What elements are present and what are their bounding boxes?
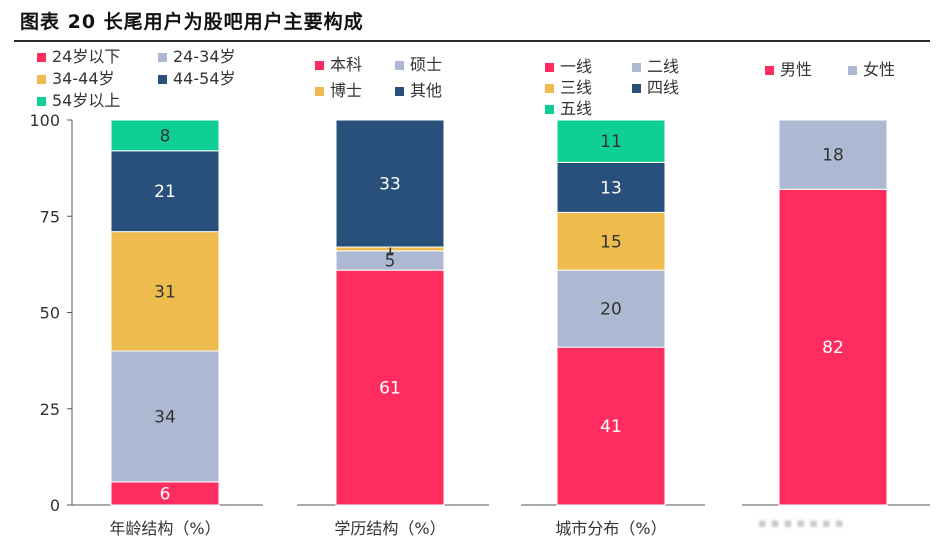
bar-value-label: 5: [385, 252, 396, 272]
bar-value-label: 1: [385, 239, 396, 259]
bar-value-label: 20: [600, 300, 622, 320]
bar-value-label: 6: [160, 484, 171, 504]
legend-item: 24岁以下: [37, 46, 120, 68]
legend-item: 五线: [545, 98, 592, 120]
bar-value-label: 61: [379, 379, 401, 399]
bar-segment: [335, 119, 445, 248]
legend-label: 男性: [780, 60, 813, 79]
bar-value-label: 82: [822, 338, 844, 358]
legend-label: 24岁以下: [52, 47, 121, 66]
watermark: ▪▪▪▪▪▪▪: [758, 516, 848, 531]
legend-label: 硕士: [410, 55, 443, 74]
legend-item: 54岁以上: [37, 90, 120, 112]
title-divider: [14, 40, 930, 42]
legend-swatch: [158, 74, 167, 84]
bar-segment: [778, 119, 888, 190]
legend-item: 女性: [848, 59, 895, 81]
legend-swatch: [632, 62, 641, 72]
legend-label: 二线: [647, 57, 680, 76]
bar-value-label: 33: [379, 175, 401, 195]
bar-segment: [778, 188, 888, 506]
legend-swatch: [315, 86, 324, 96]
x-category-label: 学历结构（%）: [334, 519, 445, 538]
bar-value-label: 21: [154, 182, 176, 202]
x-category-label: 城市分布（%）: [555, 519, 666, 538]
bar-value-label: 31: [154, 282, 176, 302]
bar-segment: [110, 231, 220, 352]
bar-value-label: 18: [822, 146, 844, 166]
legend-item: 硕士: [395, 54, 442, 76]
legend-swatch: [632, 83, 641, 93]
bar-segment: [556, 211, 666, 271]
legend-swatch: [37, 74, 46, 84]
legend-swatch: [848, 65, 857, 75]
legend-item: 三线: [545, 77, 592, 99]
x-category-label: 年龄结构（%）: [109, 519, 220, 538]
y-tick-label: 100: [29, 111, 60, 130]
bar-value-label: 11: [600, 132, 622, 152]
bar-value-label: 13: [600, 178, 622, 198]
legend-swatch: [545, 83, 554, 93]
legend-swatch: [37, 96, 46, 106]
bar-segment: [110, 119, 220, 152]
legend-swatch: [765, 65, 774, 75]
legend-label: 34-44岁: [52, 69, 115, 88]
bar-value-label: 8: [160, 126, 171, 146]
legend-item: 男性: [765, 59, 812, 81]
legend-item: 34-44岁: [37, 68, 115, 90]
legend-item: 四线: [632, 77, 679, 99]
legend-label: 24-34岁: [173, 47, 236, 66]
y-tick-label: 75: [40, 207, 60, 226]
legend-label: 四线: [647, 78, 680, 97]
legend-item: 24-34岁: [158, 46, 236, 68]
legend-item: 一线: [545, 56, 592, 78]
legend-item: 44-54岁: [158, 68, 236, 90]
legend-item: 二线: [632, 56, 679, 78]
y-tick-label: 50: [40, 304, 60, 323]
legend-label: 五线: [560, 99, 593, 118]
bar-value-label: 41: [600, 417, 622, 437]
legend-label: 其他: [410, 81, 443, 100]
bar-segment: [556, 119, 666, 163]
legend-label: 一线: [560, 57, 593, 76]
bar-segment: [556, 269, 666, 348]
bar-segment: [110, 350, 220, 483]
bar-value-label: 15: [600, 232, 622, 252]
legend-label: 54岁以上: [52, 91, 121, 110]
legend-label: 本科: [330, 55, 363, 74]
legend-swatch: [545, 62, 554, 72]
page-title: 图表 20 长尾用户为股吧用户主要构成: [20, 11, 364, 33]
legend-swatch: [315, 60, 324, 70]
bar-segment: [335, 269, 445, 506]
legend-label: 44-54岁: [173, 69, 236, 88]
y-tick-label: 25: [40, 400, 60, 419]
legend-swatch: [158, 52, 167, 62]
y-tick-label: 0: [50, 496, 60, 515]
legend-swatch: [395, 86, 404, 96]
legend-swatch: [395, 60, 404, 70]
legend-label: 博士: [330, 81, 363, 100]
bar-segment: [556, 346, 666, 506]
bar-segment: [110, 150, 220, 233]
bar-segment: [556, 161, 666, 213]
legend-item: 其他: [395, 80, 442, 102]
legend-swatch: [545, 104, 554, 114]
legend-item: 本科: [315, 54, 362, 76]
bar-value-label: 34: [154, 407, 176, 427]
legend-swatch: [37, 52, 46, 62]
legend-item: 博士: [315, 80, 362, 102]
legend-label: 三线: [560, 78, 593, 97]
legend-label: 女性: [863, 60, 896, 79]
